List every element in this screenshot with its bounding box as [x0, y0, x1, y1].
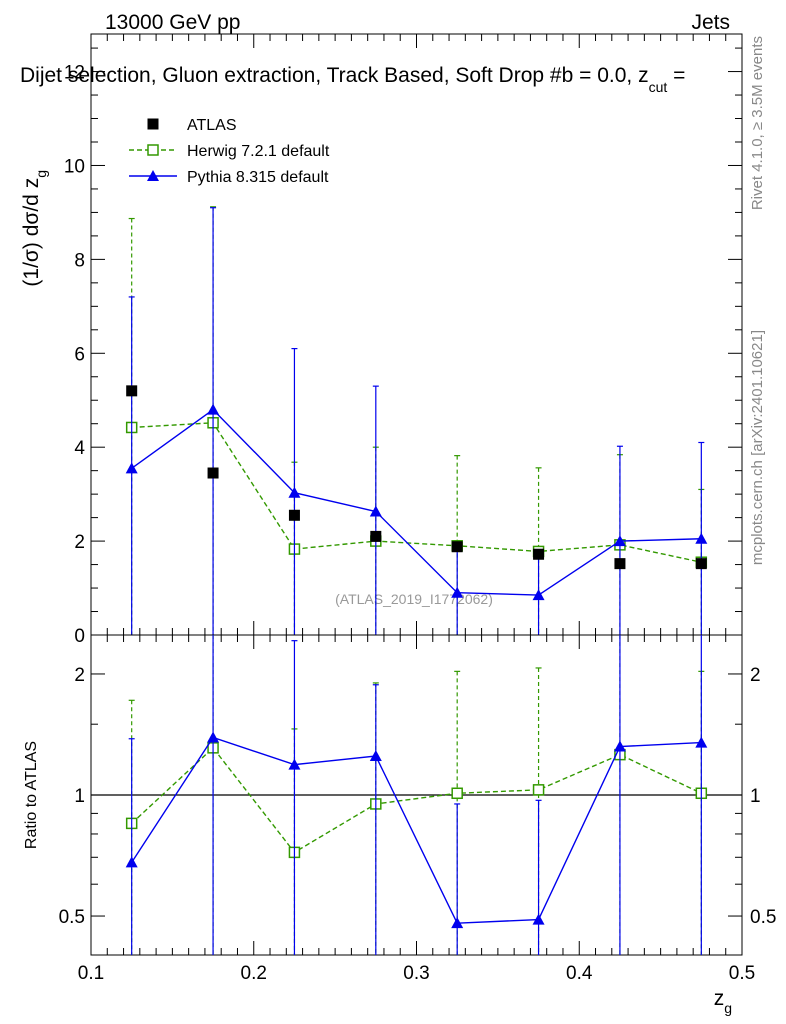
x-axis-title-main: z [714, 987, 725, 1010]
legend-label-pythia: Pythia 8.315 default [187, 169, 329, 186]
ratio-pythia-point [207, 731, 220, 743]
x-tick-label: 0.4 [566, 963, 593, 984]
pythia-point [369, 505, 382, 517]
ratio-pythia-point [288, 758, 301, 770]
main-y-tick-label: 8 [74, 250, 85, 271]
header-left-label: 13000 GeV pp [105, 11, 240, 34]
ratio-herwig-point [451, 787, 463, 800]
pythia-point [613, 535, 626, 547]
main-y-tick-label: 12 [64, 63, 85, 84]
x-tick-label: 0.2 [241, 963, 267, 984]
ratio-pythia-point [451, 917, 464, 929]
legend-marker-herwig [147, 144, 159, 156]
x-axis-title-sub: g [724, 1000, 732, 1016]
atlas-point [695, 558, 707, 570]
ratio-y-tick-label: 0.5 [59, 907, 85, 928]
main-y-tick-label: 10 [64, 156, 85, 177]
x-tick-label: 0.1 [78, 963, 104, 984]
ratio-y-tick-label-right: 1 [750, 786, 761, 807]
herwig-line [131, 422, 702, 563]
ratio-pythia-point [613, 740, 626, 752]
ratio-panel: 0.5 0.5 1 1 2 2 0.1 0.2 0.3 0.4 0.5 Ratio to ATLAS… [23, 634, 776, 1016]
main-y-tick-label: 6 [74, 344, 85, 365]
ratio-y-tick-label: 1 [74, 786, 85, 807]
legend-entry-atlas: ATLAS [147, 117, 237, 134]
atlas-point [126, 385, 138, 397]
x-axis-title: zg [714, 987, 732, 1016]
ratio-y-tick-label-right: 2 [750, 665, 761, 686]
pythia-line [131, 408, 702, 596]
ratio-herwig-line [131, 746, 702, 854]
header-right-label: Jets [691, 11, 730, 34]
atlas-point [614, 558, 626, 570]
main-y-tick-label: 4 [74, 438, 85, 459]
pythia-point [695, 532, 708, 544]
ratio-series-layer [125, 635, 708, 955]
atlas-point [288, 509, 300, 521]
plot-title-main: Dijet selection, Gluon extraction, Track… [20, 64, 649, 87]
pythia-point [207, 403, 220, 415]
ratio-axes: 0.5 0.5 1 1 2 2 0.1 0.2 0.3 0.4 0.5 [59, 634, 776, 984]
main-series-layer [125, 206, 708, 635]
atlas-point [207, 467, 219, 479]
legend-label-atlas: ATLAS [187, 117, 237, 134]
ratio-y-tick-label: 2 [74, 665, 85, 686]
ratio-pythia-line [131, 736, 702, 924]
atlas-point [451, 541, 463, 553]
pythia-point [451, 586, 464, 598]
ratio-pythia-point [369, 750, 382, 762]
main-y-axis: 0 2 4 6 8 10 12 [64, 34, 743, 647]
atlas-point [370, 530, 382, 542]
ratio-pythia-point [532, 913, 545, 925]
plot-title-tail: = [667, 64, 685, 87]
legend-marker-atlas [147, 118, 159, 130]
pythia-point [288, 486, 301, 498]
ratio-pythia-point [695, 736, 708, 748]
mcplots-label: mcplots.cern.ch [arXiv:2401.10621] [749, 330, 766, 565]
main-y-axis-title-sub: g [33, 170, 49, 178]
atlas-point [533, 548, 545, 560]
pythia-series [125, 207, 708, 635]
main-y-axis-title-main: (1/σ) dσ/d z [20, 178, 43, 287]
pythia-point [532, 589, 545, 601]
x-tick-label: 0.5 [729, 963, 755, 984]
x-tick-label: 0.3 [403, 963, 429, 984]
main-y-tick-label: 2 [74, 532, 85, 553]
ratio-pythia-point [125, 856, 138, 868]
ratio-herwig-point [532, 784, 545, 796]
pythia-point [125, 462, 138, 474]
plot-title-sub: cut [649, 79, 668, 95]
rivet-version-label: Rivet 4.1.0, ≥ 3.5M events [749, 36, 766, 210]
legend-entry-pythia: Pythia 8.315 default [129, 169, 329, 186]
main-y-axis-title: (1/σ) dσ/d zg [20, 170, 49, 287]
legend: ATLAS Herwig 7.2.1 default Pythia 8.315 de… [129, 117, 330, 186]
plot-title: Dijet selection, Gluon extraction, Track… [20, 64, 685, 95]
legend-marker-pythia [147, 170, 159, 181]
ratio-pythia-series [125, 635, 708, 955]
ratio-y-axis-title: Ratio to ATLAS [23, 741, 40, 849]
ratio-y-tick-label-right: 0.5 [750, 907, 776, 928]
atlas-series [126, 385, 707, 570]
main-y-tick-label: 0 [74, 626, 85, 647]
legend-label-herwig: Herwig 7.2.1 default [187, 143, 330, 160]
legend-entry-herwig: Herwig 7.2.1 default [129, 143, 330, 160]
